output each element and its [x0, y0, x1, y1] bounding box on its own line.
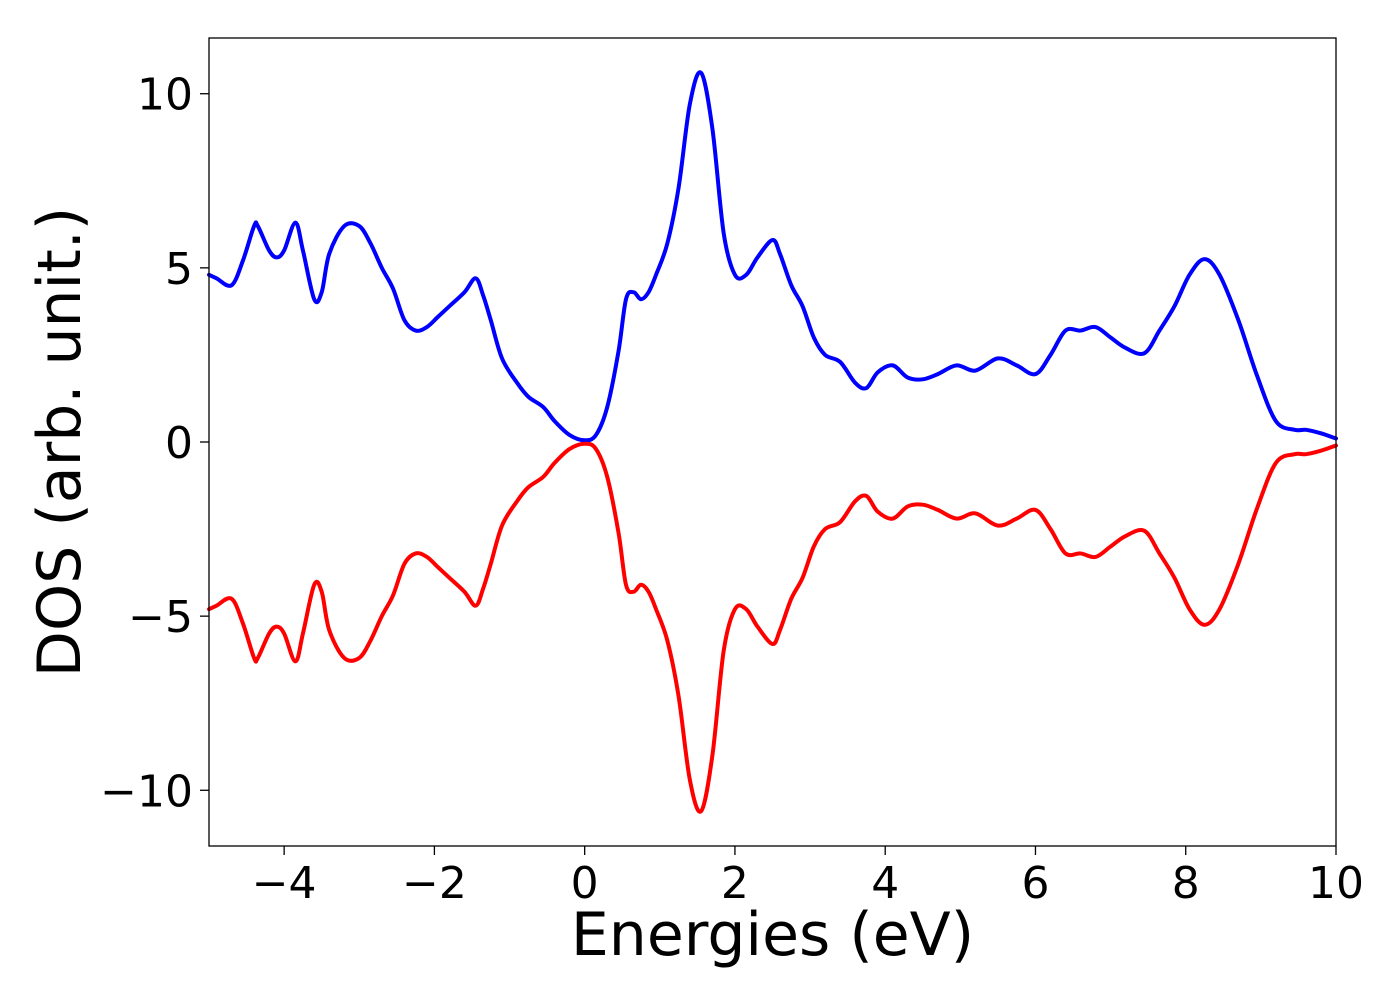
dos-line-blue	[207, 70, 1338, 443]
x-tick-label: 10	[1308, 858, 1364, 909]
x-tick-label: 6	[1021, 858, 1049, 909]
y-axis: 10 5 0 −5 −10	[100, 70, 209, 817]
x-tick-label: 4	[871, 858, 899, 909]
x-axis: −4 −2 0 2 4 6 8 10	[252, 846, 1364, 909]
x-tick-label: 0	[571, 858, 599, 909]
x-tick-label: −2	[402, 858, 467, 909]
plot-frame	[208, 37, 1337, 847]
x-tick-label: −4	[252, 858, 317, 909]
dos-line-red	[207, 441, 1338, 814]
y-axis-title: DOS (arb. unit.)	[25, 207, 95, 677]
y-tick-label: 0	[165, 418, 193, 469]
y-tick-label: 10	[137, 70, 193, 121]
x-tick-label: 2	[721, 858, 749, 909]
x-axis-title: Energies (eV)	[571, 900, 974, 970]
y-tick-label: −10	[100, 766, 193, 817]
y-tick-label: 5	[165, 244, 193, 295]
plot-lines	[207, 70, 1338, 814]
y-tick-label: −5	[128, 592, 193, 643]
x-tick-label: 8	[1172, 858, 1200, 909]
